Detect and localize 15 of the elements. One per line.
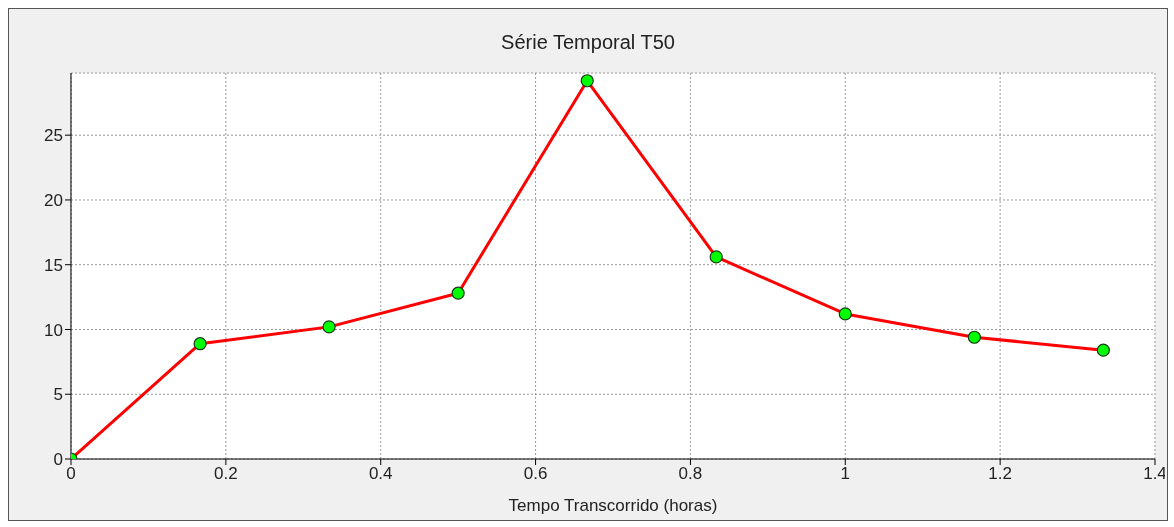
y-tick-label: 25 [44,126,63,146]
x-tick-label: 1.2 [988,464,1012,484]
y-tick-label: 5 [53,385,63,405]
y-tick-label: 10 [44,320,63,340]
x-tick-label: 0.2 [214,464,238,484]
x-tick-label: 0.6 [523,464,548,484]
x-axis-title: Tempo Transcorrido (horas) [508,496,718,515]
y-tick-label: 20 [44,190,63,210]
chart-title: Série Temporal T50 [500,31,676,54]
x-tick-label: 0.4 [368,464,393,484]
x-tick-label: 1 [840,464,851,484]
x-tick-label: 0 [66,464,76,484]
y-tick-label: 15 [44,255,63,275]
x-tick-label: 0.8 [678,464,703,484]
y-tick-label: 0 [53,450,63,470]
